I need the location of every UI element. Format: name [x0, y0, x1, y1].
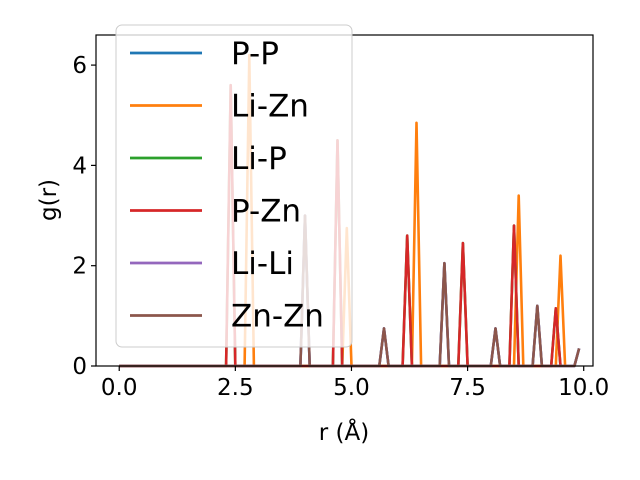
legend-label: Zn-Zn	[231, 299, 324, 335]
legend-label: Li-Li	[231, 246, 294, 282]
legend-label: Li-P	[231, 141, 287, 177]
x-tick-label: 10.0	[558, 375, 609, 401]
x-axis-label: r (Å)	[319, 418, 369, 446]
legend-items: P-P Li-Zn Li-P P-Zn Li-Li Zn-Zn	[130, 36, 324, 335]
x-tick-label: 0.0	[101, 375, 138, 401]
legend: P-P Li-Zn Li-P P-Zn Li-Li Zn-Zn	[115, 24, 353, 348]
legend-label: P-Zn	[231, 194, 301, 230]
y-tick-label: 2	[72, 254, 87, 280]
y-tick-label: 4	[72, 153, 87, 179]
y-axis-label: g(r)	[36, 179, 62, 221]
y-axis-ticks: 0 2 4 6	[72, 53, 96, 380]
y-tick-label: 6	[72, 53, 87, 79]
x-tick-label: 5.0	[333, 375, 370, 401]
x-tick-label: 7.5	[449, 375, 486, 401]
legend-label: P-P	[231, 36, 279, 72]
x-tick-label: 2.5	[217, 375, 254, 401]
legend-label: Li-Zn	[231, 89, 309, 125]
x-axis-ticks: 0.0 2.5 5.0 7.5 10.0	[101, 366, 609, 401]
y-tick-label: 0	[72, 354, 87, 380]
